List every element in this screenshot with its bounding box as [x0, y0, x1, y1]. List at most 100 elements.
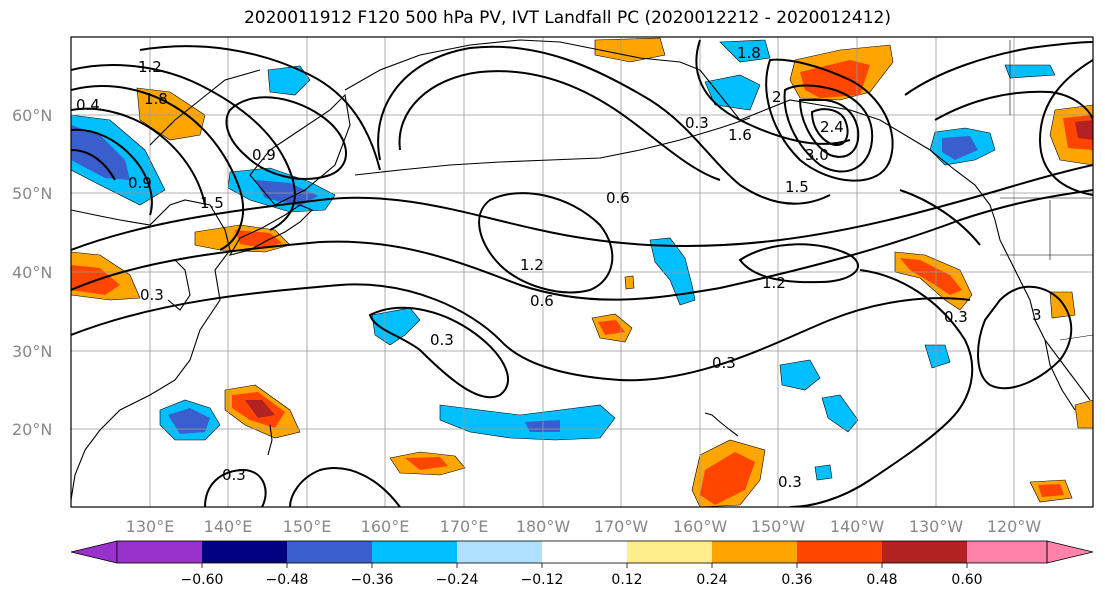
coast-asia [71, 199, 231, 501]
contour-label: 1.2 [762, 274, 786, 292]
lon-label: 160°E [361, 517, 410, 536]
coast-mariana [267, 424, 273, 456]
coast-okhotsk [149, 69, 261, 146]
contour-label: 1.2 [138, 58, 162, 76]
longitude-labels: 130°E 140°E 150°E 160°E 170°E 180°W 170°… [126, 517, 1042, 536]
lon-label: 130°W [909, 517, 964, 536]
shade-red-24 [1038, 484, 1064, 497]
contour-label: 0.3 [140, 286, 164, 304]
colorbar-bin [797, 541, 882, 563]
contour-label: 1.8 [144, 90, 168, 108]
coast-korea [167, 259, 191, 311]
colorbar-bin [202, 541, 287, 563]
shade-orange-12 [594, 37, 666, 63]
colorbar-bin [372, 541, 457, 563]
shade-orange-22 [1049, 291, 1076, 319]
colorbar-bin [457, 541, 542, 563]
colorbar-ticks [201, 563, 968, 568]
colorbar-tick-label: −0.12 [521, 572, 564, 588]
coast-alaska [699, 69, 996, 221]
coast-siberia-ne [344, 39, 701, 91]
coast-kamchatka [249, 93, 351, 206]
shade-darkred-5 [245, 400, 275, 418]
contour-label: 2 [772, 88, 782, 106]
coast-bc-us [994, 219, 1091, 401]
shade-red-8 [598, 320, 625, 335]
colorbar-extend-right [1046, 540, 1094, 564]
lon-label: 170°E [440, 517, 489, 536]
contour-label: 1.5 [785, 178, 809, 196]
lon-label: 150°E [283, 517, 332, 536]
colorbar-tick-label: 0.12 [611, 572, 642, 588]
coastlines [71, 39, 1091, 501]
colorbar-tick-label: −0.24 [436, 572, 479, 588]
contour-label: 1.2 [520, 256, 544, 274]
shade-darkblue-nw [71, 125, 130, 180]
colorbar-tick-label: −0.60 [181, 572, 224, 588]
colorbar-extend-left [70, 540, 118, 564]
shade-red-11 [700, 452, 755, 505]
shade-blue-16 [1004, 64, 1056, 79]
shade-darkred-17 [1075, 120, 1093, 140]
colorbar-bin [542, 541, 627, 563]
lon-label: 150°W [751, 517, 806, 536]
shade-darkblue-4 [168, 408, 210, 434]
coast-baja [1044, 339, 1076, 411]
shade-blue-20 [779, 359, 821, 391]
contour-label: 0.3 [778, 473, 802, 491]
lat-label: 30°N [12, 342, 52, 361]
colorbar-bin [882, 541, 967, 563]
colorbar-tick-label: −0.48 [266, 572, 309, 588]
lat-label: 60°N [12, 106, 52, 125]
lon-label: 140°E [204, 517, 253, 536]
pv-contours [71, 39, 1093, 507]
lon-label: 160°W [673, 517, 728, 536]
map-frame [70, 36, 1094, 508]
colorbar-tick-label: 0.60 [951, 572, 982, 588]
contour-label: 3 [1032, 306, 1042, 324]
lat-label: 20°N [12, 420, 52, 439]
contour-labels: 1.2 1.8 0.4 0.9 0.9 1.5 0.3 1.8 0.3 1.6 … [76, 44, 1042, 491]
lon-label: 180°W [516, 517, 571, 536]
shade-red-13 [800, 60, 870, 98]
lon-label: 120°W [987, 517, 1042, 536]
contour-label: 0.3 [430, 331, 454, 349]
colorbar-tick-label: 0.24 [696, 572, 727, 588]
contour-label: 3.0 [805, 146, 829, 164]
contour-label: 1.8 [737, 44, 761, 62]
shade-blue-10 [649, 237, 696, 306]
shade-blue-25 [814, 464, 833, 481]
lat-label: 40°N [12, 263, 52, 282]
contour-label: 0.3 [222, 466, 246, 484]
contour-label: 0.9 [128, 174, 152, 192]
colorbar-tick-label: 0.36 [781, 572, 812, 588]
colorbar-tick-label: −0.36 [351, 572, 394, 588]
coast-aleutians [354, 117, 751, 176]
contour-label: 0.6 [606, 189, 630, 207]
shade-blue-21 [821, 394, 859, 433]
contour-label: 0.4 [76, 96, 100, 114]
contour-label: 0.3 [712, 354, 736, 372]
colorbar-bin [117, 541, 202, 563]
shade-orange-9 [624, 275, 635, 290]
contour-label: 2.4 [820, 118, 844, 136]
colorbar-bin [712, 541, 797, 563]
contour-label: 0.9 [252, 146, 276, 164]
coast-hawaii [704, 412, 739, 437]
shaded-anomalies [71, 37, 1093, 507]
colorbar-bin [967, 541, 1047, 563]
shade-blue-1 [267, 65, 311, 96]
shade-orange-23 [1074, 399, 1093, 429]
contour-label: 1.6 [728, 126, 752, 144]
shade-blue-14 [704, 74, 761, 111]
shade-darkblue-6 [525, 420, 560, 432]
contour-label: 1.5 [200, 194, 224, 212]
contour-label: 0.3 [944, 308, 968, 326]
shade-darkblue-15 [942, 136, 978, 160]
lat-label: 50°N [12, 184, 52, 203]
colorbar-bin [627, 541, 712, 563]
map-title: 2020011912 F120 500 hPa PV, IVT Landfall… [243, 8, 891, 28]
colorbar-tick-label: 0.48 [866, 572, 897, 588]
colorbar-outline [116, 540, 1048, 564]
